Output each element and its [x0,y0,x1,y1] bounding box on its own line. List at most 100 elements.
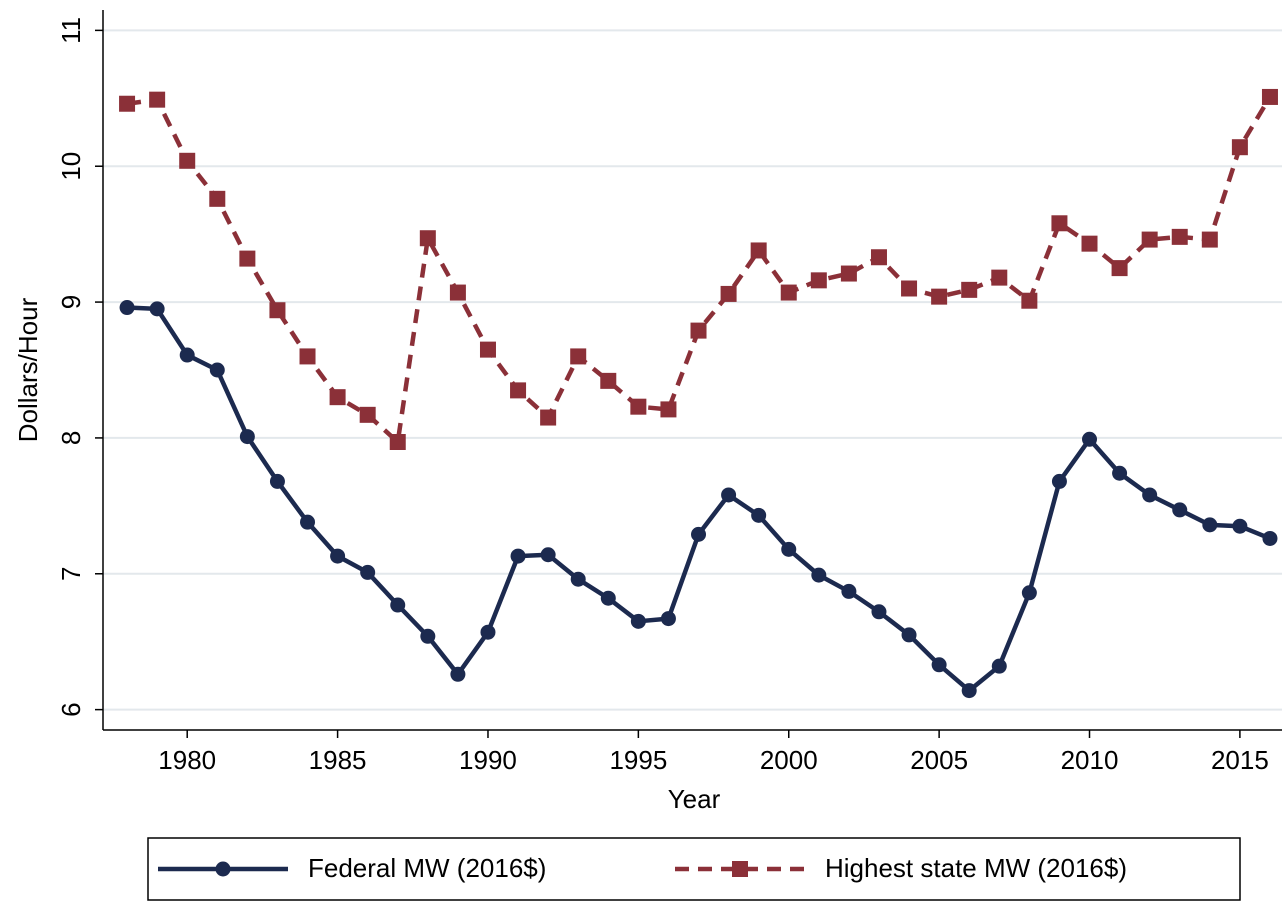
point [901,627,917,643]
point [991,269,1008,286]
point [1112,465,1128,481]
point [901,280,918,297]
point [390,597,406,613]
point [209,190,226,207]
x-tick-label: 1990 [459,745,517,775]
y-tick-label: 6 [56,702,86,716]
point [119,95,136,112]
point [660,401,677,418]
point [870,249,887,266]
point [1051,473,1067,489]
point [570,348,587,365]
point [149,301,165,317]
point [269,473,285,489]
point [1021,585,1037,601]
point [570,571,586,587]
point [119,300,135,316]
point [510,548,526,564]
x-tick-label: 2000 [760,745,818,775]
point [751,507,767,523]
point [1172,502,1188,518]
point [1021,292,1038,309]
point [811,567,827,583]
point [269,302,286,319]
point [961,281,978,298]
point [600,590,616,606]
point [600,372,617,389]
x-tick-label: 2010 [1061,745,1119,775]
y-tick-label: 10 [56,152,86,181]
point [660,611,676,627]
point [1051,215,1068,232]
point [630,613,646,629]
point [215,861,231,877]
point [961,683,977,699]
point [239,250,256,267]
point [480,624,496,640]
x-tick-label: 1995 [609,745,667,775]
legend-label: Highest state MW (2016$) [825,853,1127,883]
point [1261,88,1278,105]
series-line [126,95,1272,445]
legend-label: Federal MW (2016$) [308,853,546,883]
point [1232,518,1248,534]
point [209,362,225,378]
point [931,288,948,305]
point [330,548,346,564]
point [359,406,376,423]
point [450,666,466,682]
point [841,583,857,599]
x-axis-label: Year [668,784,721,814]
point [329,389,346,406]
point [420,628,436,644]
y-tick-label: 11 [56,17,86,44]
point [1082,431,1098,447]
point [1201,231,1218,248]
point [931,657,947,673]
point [732,861,748,877]
point [360,564,376,580]
point [179,152,196,169]
point [179,347,195,363]
x-tick-label: 1980 [158,745,216,775]
point [510,382,527,399]
point [540,547,556,563]
point [781,541,797,557]
point [750,242,767,259]
point [1202,517,1218,533]
point [691,526,707,542]
x-tick-label: 1985 [309,745,367,775]
point [1141,231,1158,248]
point [479,341,496,358]
point [419,230,436,247]
point [299,348,316,365]
point [1142,487,1158,503]
point [720,285,737,302]
point [149,91,166,108]
x-tick-label: 2005 [910,745,968,775]
y-tick-label: 8 [56,431,86,445]
series-line [126,305,1271,693]
point [721,487,737,503]
point [840,265,857,282]
y-tick-label: 9 [56,295,86,309]
point [991,658,1007,674]
y-axis-label: Dollars/Hour [13,297,43,442]
point [871,604,887,620]
legend-box [147,837,1241,901]
point [239,429,255,445]
point [300,514,316,530]
point [1171,228,1188,245]
point [630,398,647,415]
point [810,272,827,289]
x-tick-label: 2015 [1211,745,1269,775]
point [1081,235,1098,252]
point [540,409,557,426]
point [449,284,466,301]
point [1111,260,1128,277]
point [1231,139,1248,156]
point [389,434,406,450]
point [780,284,797,301]
point [1262,530,1278,546]
